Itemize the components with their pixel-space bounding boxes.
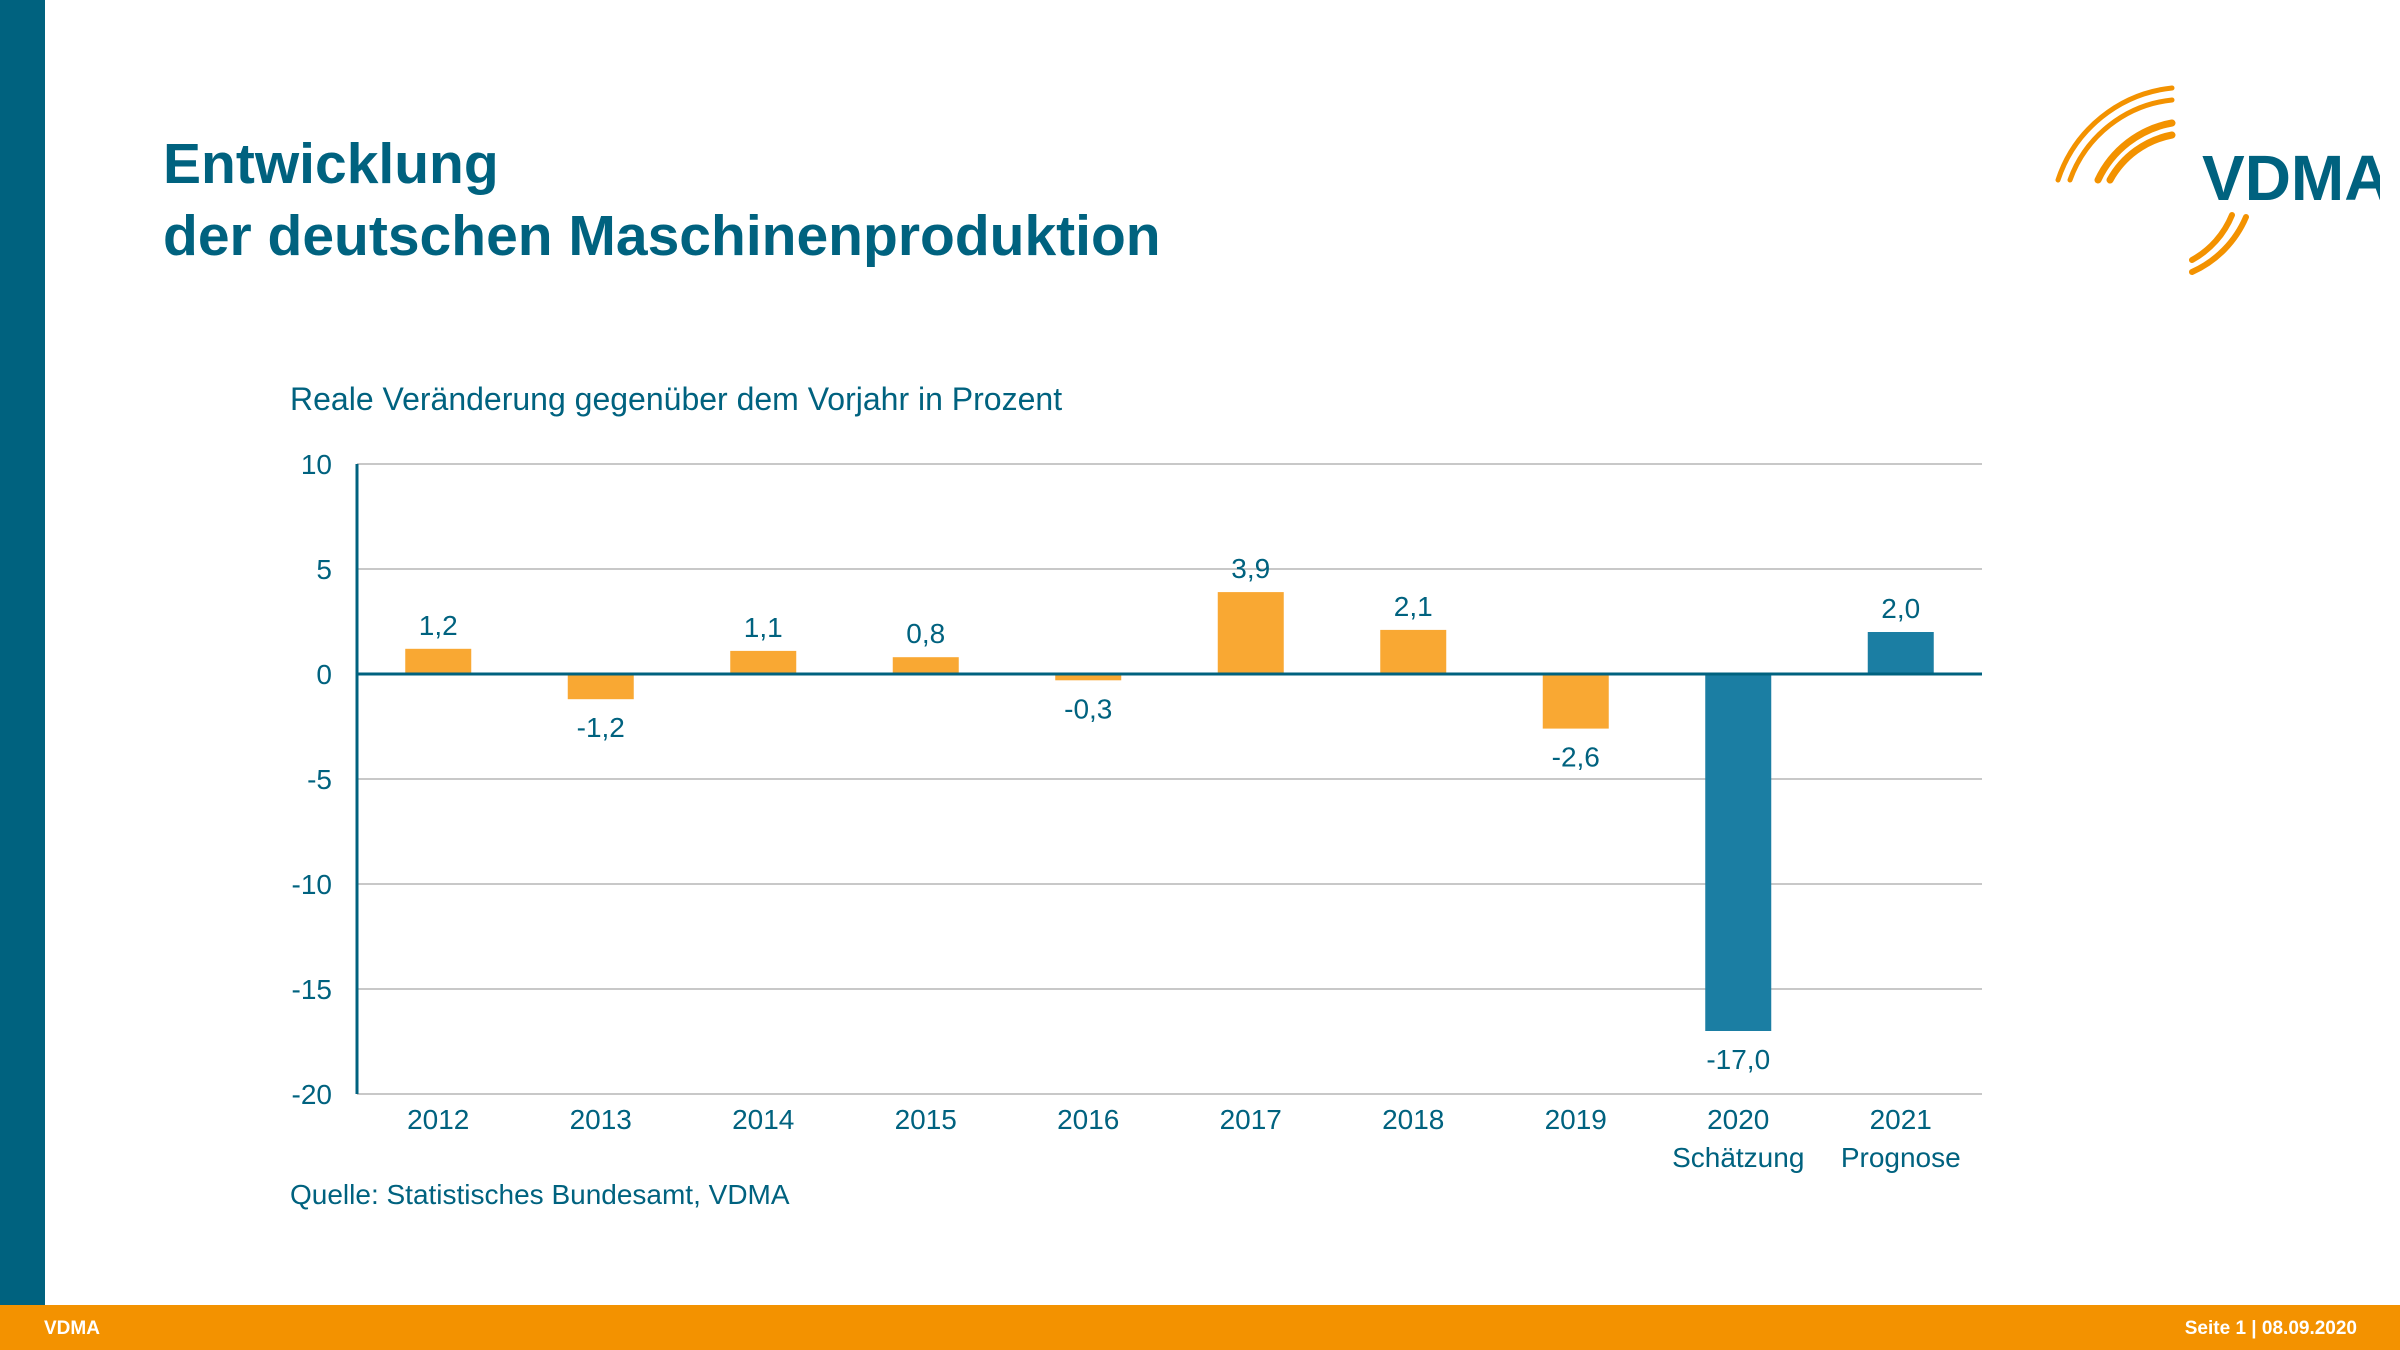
x-tick-labels: 2012 2013 2014 2015 2016 2017 2018 2019 2020 Schä… (407, 1104, 1961, 1173)
data-label: 0,8 (906, 618, 945, 649)
slide-title-line-2: der deutschen Maschinenproduktion (163, 204, 1161, 268)
y-tick-label: -15 (292, 974, 332, 1005)
source-note: Quelle: Statistisches Bundesamt, VDMA (290, 1179, 790, 1210)
x-tick-label: 2013 (570, 1104, 632, 1135)
bar-2021 (1867, 632, 1934, 674)
logo-text: VDMA (2202, 142, 2380, 214)
data-label: 1,1 (744, 612, 783, 643)
data-label: 3,9 (1231, 553, 1270, 584)
y-tick-label: 5 (316, 554, 332, 585)
slide-title: Entwicklung der deutschen Maschinenprodu… (163, 128, 1161, 272)
footer-bar: VDMA Seite 1 | 08.09.2020 (0, 1305, 2400, 1350)
bar-2016 (1055, 674, 1122, 681)
x-tick-label: 2015 (895, 1104, 957, 1135)
data-labels: 1,2 -1,2 1,1 0,8 -0,3 3,9 2,1 -2,6 -17,0 2,0 (419, 553, 1920, 1075)
x-tick-label: 2014 (732, 1104, 794, 1135)
y-tick-label: -10 (292, 869, 332, 900)
x-tick-label: 2016 (1057, 1104, 1119, 1135)
vdma-logo: VDMA (2055, 85, 2380, 275)
x-tick-label: 2020 (1707, 1104, 1769, 1135)
data-label: -0,3 (1064, 693, 1112, 724)
axes (355, 464, 1982, 1094)
data-label: 1,2 (419, 610, 458, 641)
page-number: Seite 1 (2184, 1318, 2247, 1339)
bar-2015 (892, 657, 959, 674)
x-tick-label: 2017 (1220, 1104, 1282, 1135)
slide-title-line-1: Entwicklung (163, 132, 499, 196)
bar-2014 (730, 650, 797, 674)
x-tick-label: 2012 (407, 1104, 469, 1135)
footer-page-date: Seite 1 | 08.09.2020 (2185, 1318, 2357, 1340)
data-label: -1,2 (577, 712, 625, 743)
bar-2012 (405, 648, 472, 674)
bar-2018 (1380, 629, 1447, 674)
footer-separator: | (2251, 1318, 2257, 1339)
y-tick-label: -20 (292, 1079, 332, 1110)
logo-arcs-icon (2055, 85, 2249, 275)
x-tick-label: 2019 (1545, 1104, 1607, 1135)
footer-brand: VDMA (44, 1318, 100, 1339)
data-label: 2,0 (1881, 593, 1920, 624)
left-accent-band (0, 0, 45, 1305)
x-tick-label: 2018 (1382, 1104, 1444, 1135)
y-tick-label: 0 (316, 659, 332, 690)
bar-2013 (567, 674, 634, 700)
bar-2019 (1542, 674, 1609, 729)
x-tick-label: 2021 (1870, 1104, 1932, 1135)
x-tick-sublabel: Prognose (1841, 1142, 1961, 1173)
slide-date: 08.09.2020 (2261, 1318, 2357, 1339)
y-tick-label: 10 (301, 449, 332, 480)
bars (405, 592, 1934, 1031)
chart-subtitle: Reale Veränderung gegenüber dem Vorjahr … (290, 381, 1063, 417)
y-tick-label: -5 (307, 764, 332, 795)
bar-2017 (1217, 592, 1284, 674)
y-tick-labels: 10 5 0 -5 -10 -15 -20 (292, 449, 332, 1110)
x-tick-sublabel: Schätzung (1672, 1142, 1804, 1173)
bar-chart: 10 5 0 -5 -10 -15 -20 2012 2013 2014 2015 2016 2017… (292, 449, 1982, 1173)
data-label: -17,0 (1706, 1044, 1770, 1075)
data-label: -2,6 (1552, 742, 1600, 773)
bar-2020 (1705, 674, 1772, 1031)
data-label: 2,1 (1394, 591, 1433, 622)
